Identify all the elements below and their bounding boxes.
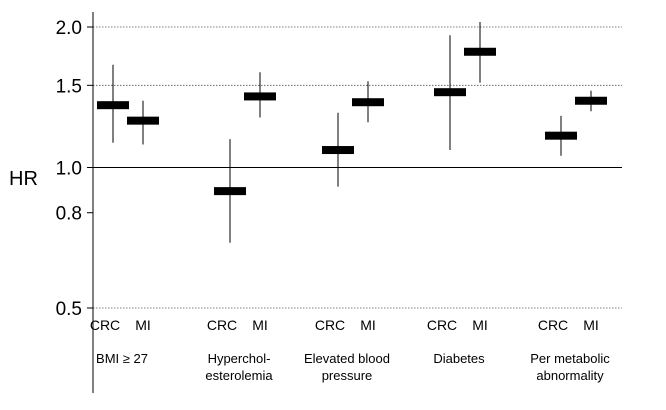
y-tick-label-1: 1.5 xyxy=(56,76,82,97)
hr-marker-g2-mi xyxy=(352,98,384,107)
hr-marker-g3-mi xyxy=(464,47,496,56)
point-label-g4-crc: CRC xyxy=(538,317,568,333)
y-axis-label: HR xyxy=(9,168,38,190)
hr-marker-g1-crc xyxy=(214,187,246,196)
hr-marker-g4-crc xyxy=(545,131,577,140)
y-tick-label-2: 1.0 xyxy=(56,159,82,180)
group-label-3-line-0: Diabetes xyxy=(433,351,485,366)
point-label-g2-mi: MI xyxy=(360,317,376,333)
point-label-g0-mi: MI xyxy=(135,317,151,333)
group-label-2-line-1: pressure xyxy=(322,368,373,383)
hr-marker-g3-crc xyxy=(434,88,466,97)
group-label-1-line-0: Hyperchol- xyxy=(208,351,271,366)
y-tick-labels: 2.0 1.5 1.0 0.8 0.5 xyxy=(56,18,82,320)
point-label-g0-crc: CRC xyxy=(90,317,120,333)
data-marks xyxy=(97,21,607,243)
hr-marker-g0-mi xyxy=(127,116,159,125)
group-labels: BMI ≥ 27 Hyperchol-esterolemia Elevated bl… xyxy=(96,351,610,383)
y-tick-label-0: 2.0 xyxy=(56,18,82,39)
y-tick-label-3: 0.8 xyxy=(56,204,82,225)
point-label-g4-mi: MI xyxy=(583,317,599,333)
group-label-4-line-1: abnormality xyxy=(536,368,604,383)
group-label-1-line-1: esterolemia xyxy=(205,368,273,383)
point-labels: CRC MI CRC MI CRC MI CRC MI CRC MI xyxy=(90,317,599,333)
y-tick-label-4: 0.5 xyxy=(56,299,82,320)
group-label-0-line-0: BMI ≥ 27 xyxy=(96,351,148,366)
point-label-g3-crc: CRC xyxy=(427,317,457,333)
point-label-g2-crc: CRC xyxy=(315,317,345,333)
hr-marker-g2-crc xyxy=(322,146,354,155)
point-label-g1-mi: MI xyxy=(252,317,268,333)
group-label-2-line-0: Elevated blood xyxy=(304,351,390,366)
gridlines xyxy=(93,26,622,309)
y-axis xyxy=(87,12,94,393)
hr-marker-g4-mi xyxy=(575,96,607,105)
hr-marker-g1-mi xyxy=(244,92,276,101)
group-label-4-line-0: Per metabolic xyxy=(530,351,610,366)
point-label-g3-mi: MI xyxy=(472,317,488,333)
point-label-g1-crc: CRC xyxy=(207,317,237,333)
hr-marker-g0-crc xyxy=(97,101,129,110)
